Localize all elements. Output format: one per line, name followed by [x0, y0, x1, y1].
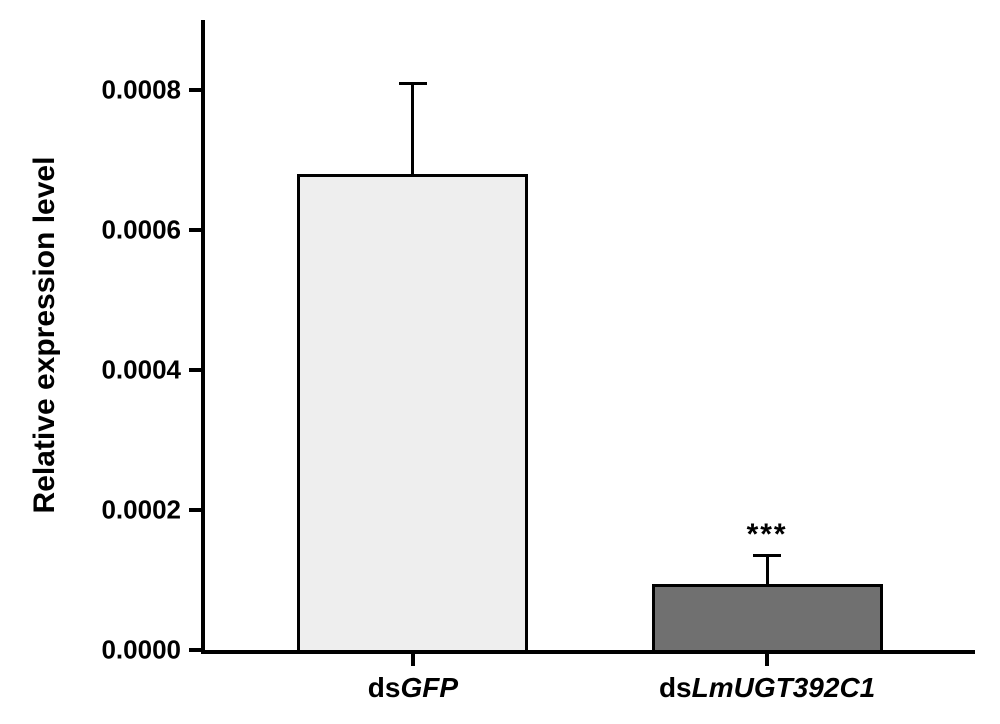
error-bar — [766, 556, 769, 584]
y-tick-label: 0.0002 — [101, 495, 181, 526]
y-tick — [189, 368, 201, 372]
category-prefix: ds — [368, 672, 401, 703]
x-tick — [765, 654, 769, 666]
y-tick — [189, 508, 201, 512]
y-tick-label: 0.0006 — [101, 215, 181, 246]
y-tick — [189, 88, 201, 92]
category-italic: GFP — [400, 672, 458, 703]
x-tick-label: dsGFP — [368, 672, 458, 704]
y-tick-label: 0.0000 — [101, 635, 181, 666]
error-bar — [411, 83, 414, 174]
significance-marker: *** — [747, 518, 788, 552]
category-italic: LmUGT392C1 — [692, 672, 876, 703]
bar-1 — [652, 584, 883, 651]
bar-0 — [297, 174, 528, 650]
y-axis-line — [201, 20, 205, 654]
y-axis-label: Relative expression level — [28, 157, 62, 514]
expression-bar-chart: Relative expression level 0.0000 0.0002 0.… — [0, 0, 1000, 724]
error-cap — [399, 82, 427, 85]
x-tick-label: dsLmUGT392C1 — [659, 672, 875, 704]
y-tick — [189, 228, 201, 232]
category-prefix: ds — [659, 672, 692, 703]
error-cap — [753, 554, 781, 557]
y-tick-label: 0.0004 — [101, 355, 181, 386]
x-tick — [411, 654, 415, 666]
y-tick — [189, 648, 201, 652]
x-axis-line — [201, 650, 975, 654]
y-tick-label: 0.0008 — [101, 75, 181, 106]
